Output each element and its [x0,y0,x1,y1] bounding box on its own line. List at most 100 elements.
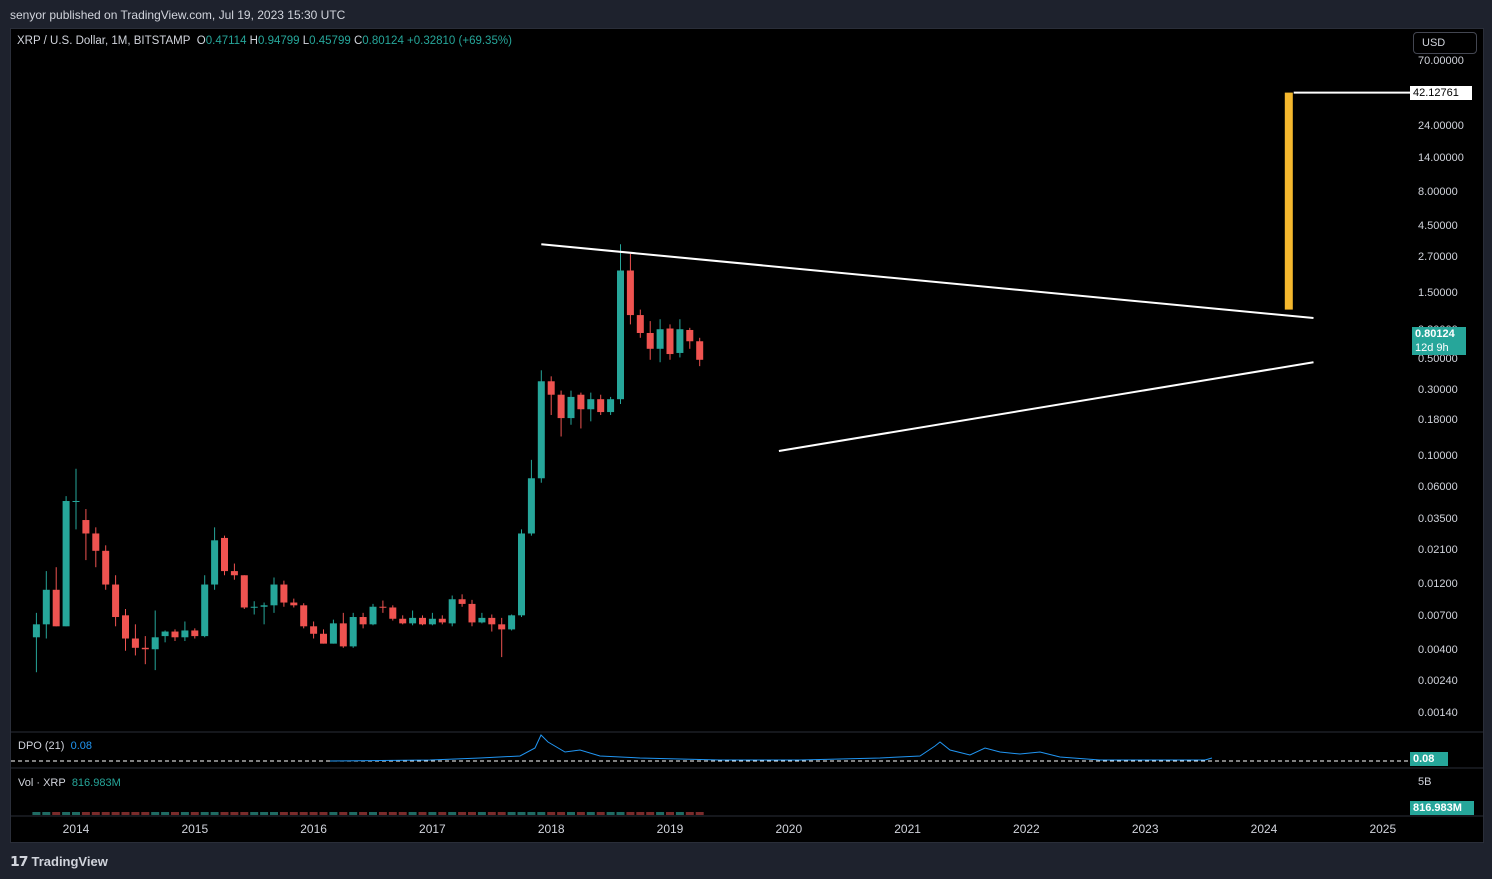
volume-bar [537,812,546,815]
candle-body [428,618,436,625]
price-tick-label: 0.50000 [1418,352,1458,365]
candle-body [181,630,189,638]
price-tick-label: 0.06000 [1418,480,1458,493]
volume-bar [695,812,704,815]
time-tick-label: 2020 [775,822,803,836]
candle-body [666,328,674,355]
volume-bar [458,812,467,815]
tradingview-brand[interactable]: 𝟭𝟳 TradingView [10,853,108,870]
chart-frame[interactable] [10,28,1484,843]
candle-body [359,617,367,625]
time-tick-label: 2023 [1131,822,1159,836]
volume-tag: 816.983M [1410,801,1474,815]
top-bar: senyor published on TradingView.com, Jul… [0,0,1492,28]
close-value: 0.80124 [362,35,404,47]
candle-body [151,637,159,650]
price-tick-label: 24.00000 [1418,119,1464,132]
volume-bar [547,812,556,815]
candle-body [131,638,139,648]
projection-bar [1284,92,1293,310]
published-text: senyor published on TradingView.com, Jul… [10,8,346,22]
time-tick-label: 2021 [894,822,921,836]
volume-bar [111,812,120,815]
countdown-tag: 12d 9h [1412,341,1466,355]
volume-bar [616,812,625,815]
price-tick-label: 0.01200 [1418,577,1458,590]
candle-body [122,615,129,639]
candle-body [498,624,506,630]
volume-bar [339,812,348,815]
candle-body [260,605,268,607]
currency-button[interactable]: USD [1413,32,1477,54]
candle-body [171,631,179,638]
brand-name: TradingView [31,854,108,869]
volume-bar [646,812,655,815]
time-tick-label: 2019 [656,822,684,836]
candle-body [310,626,318,634]
volume-bar [369,812,377,815]
candle-body [567,396,575,419]
price-tick-label: 0.18000 [1418,414,1458,427]
open-value: 0.47114 [205,35,247,47]
price-tick-label: 8.00000 [1418,185,1458,198]
volume-name: Vol · XRP [18,777,66,789]
candle-body [379,606,387,608]
lower-trendline [778,361,1314,453]
volume-bar [596,812,605,815]
volume-bar [378,812,387,815]
volume-bar [289,812,298,815]
footer [0,844,1492,879]
volume-bar [81,812,90,815]
volume-scale-label: 5B [1418,776,1432,788]
volume-bar [408,812,417,815]
volume-bar [359,812,368,815]
candle-body [250,606,258,608]
volume-bar [477,812,486,815]
volume-bar [171,812,179,815]
volume-bar [388,812,397,815]
candle-body [280,584,288,603]
dpo-value: 0.08 [70,740,93,752]
volume-bar [329,812,338,815]
symbol-legend: XRP / U.S. Dollar, 1M, BITSTAMP O0.47114… [17,35,512,47]
candle-body [577,394,585,410]
candle-body [112,584,120,618]
candle-body [617,270,624,400]
time-tick-label: 2016 [300,822,327,836]
candle-body [537,381,545,479]
price-tick-label: 2.70000 [1418,251,1458,264]
candle-body [686,329,694,342]
volume-bar [656,812,665,815]
candle-body [557,394,565,419]
time-tick-label: 2025 [1369,822,1397,836]
volume-bar [468,812,476,815]
volume-bar [220,812,229,815]
candle-body [488,617,496,625]
price-tick-label: 1.50000 [1418,286,1458,299]
candle-body [211,540,219,585]
target-price-tag: 42.12761 [1410,86,1472,100]
candle-body [369,606,377,625]
candle-body [448,599,456,624]
volume-bar [309,812,318,815]
candle-body [32,624,40,638]
volume-bar [487,812,496,815]
volume-bar [557,812,566,815]
candle-body [339,623,347,647]
candle-body [52,589,60,627]
candle-body [221,537,228,572]
price-tick-label: 0.03500 [1418,513,1458,526]
high-value: 0.94799 [257,35,300,47]
time-tick-label: 2022 [1013,822,1040,836]
volume-bar [270,812,278,815]
volume-bar [279,812,288,815]
change-value: +0.32810 (+69.35%) [407,35,512,47]
candle-body [597,399,605,413]
candle-body [696,341,704,360]
time-tick-label: 2017 [419,822,446,836]
candle-body [508,615,516,630]
time-tick-label: 2014 [62,822,90,836]
volume-bar [42,812,51,815]
volume-bar [675,812,684,815]
